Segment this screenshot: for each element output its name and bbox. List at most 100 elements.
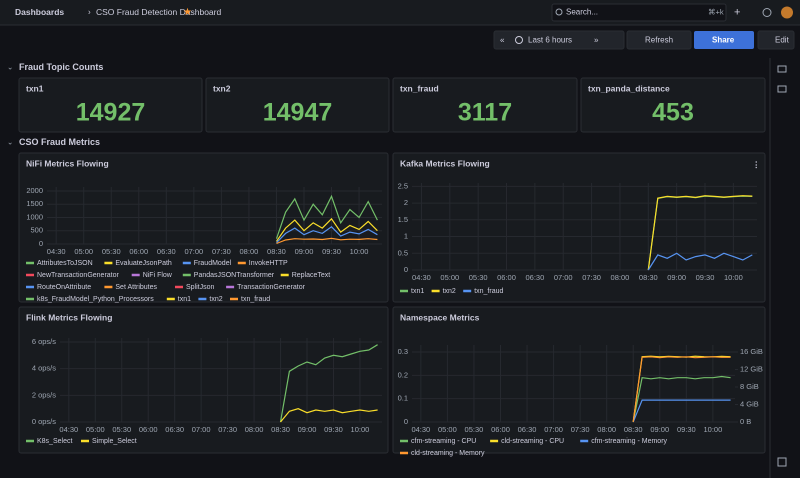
add-icon[interactable]: + [734, 6, 740, 18]
x-tick-label: 10:00 [351, 425, 370, 434]
series-line [647, 252, 753, 271]
y2-tick-label: 12 GiB [740, 364, 763, 373]
legend-label: txn2 [209, 296, 222, 303]
x-tick-label: 09:30 [324, 425, 343, 434]
stat-title: txn_panda_distance [588, 83, 670, 93]
series-line [280, 408, 378, 423]
stat-value: 14947 [263, 99, 333, 127]
legend-label: cfm-streaming - Memory [591, 438, 667, 445]
legend-label: cld-streaming - Memory [411, 450, 485, 457]
x-tick-label: 07:30 [218, 425, 237, 434]
series-line [647, 195, 753, 271]
sidebar-icon[interactable] [777, 65, 787, 73]
x-tick-label: 08:30 [639, 273, 658, 282]
y-tick-label: 0.1 [398, 394, 408, 403]
x-tick-label: 08:00 [597, 425, 616, 434]
search-box[interactable] [551, 3, 727, 22]
panel-title: Kafka Metrics Flowing [400, 158, 490, 168]
x-tick-label: 06:00 [129, 247, 148, 256]
refresh-button[interactable] [626, 30, 692, 50]
help-icon[interactable] [762, 8, 772, 17]
x-tick-label: 10:00 [724, 273, 743, 282]
y-tick-label: 0 [404, 265, 408, 274]
legend-label: cfm-streaming - CPU [411, 438, 476, 445]
stat-value: 3117 [458, 99, 512, 127]
x-tick-label: 05:30 [102, 247, 121, 256]
search-shortcut: ⌘+k [708, 7, 724, 16]
row-chevron[interactable]: ⌄ [7, 137, 13, 146]
sidebar-icon[interactable] [777, 457, 787, 467]
stat-title: txn1 [26, 83, 44, 93]
y-tick-label: 0.5 [398, 248, 408, 257]
legend-label: txn_fraud [474, 288, 503, 295]
share-button[interactable] [694, 31, 754, 49]
x-tick-label: 09:00 [295, 247, 314, 256]
x-tick-label: 07:00 [184, 247, 203, 256]
x-tick-label: 05:30 [112, 425, 131, 434]
time-range[interactable]: Last 6 hours [528, 36, 572, 45]
x-tick-label: 09:00 [667, 273, 686, 282]
row-title[interactable]: CSO Fraud Metrics [19, 137, 100, 147]
x-tick-label: 05:00 [86, 425, 105, 434]
x-tick-label: 08:30 [271, 425, 290, 434]
star-icon[interactable]: ★ [183, 7, 192, 18]
x-tick-label: 05:30 [469, 273, 488, 282]
clock-icon [515, 36, 523, 44]
sidebar-icon[interactable] [777, 85, 787, 93]
x-tick-label: 04:30 [47, 247, 66, 256]
time-picker[interactable] [493, 30, 625, 50]
panel-menu[interactable]: ⋮ [752, 159, 761, 169]
refresh-label: Refresh [645, 36, 673, 45]
legend-label: txn_fraud [241, 296, 270, 303]
y2-tick-label: 16 GiB [740, 347, 763, 356]
panel-title: Namespace Metrics [400, 312, 480, 322]
stat-panel [18, 77, 203, 133]
row-chevron[interactable]: ⌄ [7, 62, 13, 71]
y-tick-label: 2000 [26, 186, 43, 195]
x-tick-label: 08:00 [611, 273, 630, 282]
x-tick-label: 07:00 [544, 425, 563, 434]
legend-label: EvaluateJsonPath [115, 260, 172, 267]
y-tick-label: 1.5 [398, 215, 408, 224]
time-forward[interactable]: » [594, 36, 599, 45]
panel [18, 306, 389, 454]
edit-button[interactable] [757, 30, 795, 50]
series-line [276, 237, 378, 245]
legend-label: Simple_Select [92, 438, 137, 445]
stat-panel [205, 77, 390, 133]
x-tick-label: 05:00 [74, 247, 93, 256]
x-tick-label: 09:00 [650, 425, 669, 434]
legend-label: cld-streaming - CPU [501, 438, 564, 445]
x-tick-label: 05:00 [438, 425, 457, 434]
breadcrumb-sep: › [88, 8, 91, 17]
breadcrumb-root[interactable]: Dashboards [15, 7, 64, 17]
x-tick-label: 05:00 [440, 273, 459, 282]
y2-tick-label: 0 B [740, 417, 751, 426]
row-title[interactable]: Fraud Topic Counts [19, 62, 103, 72]
stat-title: txn2 [213, 83, 231, 93]
stat-value: 14927 [76, 99, 146, 127]
y-tick-label: 1 [404, 232, 408, 241]
legend-label: k8s_FraudModel_Python_Processors [37, 296, 154, 303]
avatar[interactable] [781, 6, 793, 19]
legend-label: FraudModel [194, 260, 232, 267]
legend-label: NewTransactionGenerator [37, 272, 120, 279]
y-tick-label: 2 ops/s [32, 390, 56, 399]
x-tick-label: 06:30 [518, 425, 537, 434]
y-tick-label: 0 [404, 417, 408, 426]
x-tick-label: 08:00 [240, 247, 259, 256]
legend-label: PandasJSONTransformer [194, 272, 275, 279]
legend-label: txn1 [178, 296, 191, 303]
y-tick-label: 2 [404, 198, 408, 207]
time-back[interactable]: « [500, 36, 505, 45]
series-line [279, 344, 378, 423]
x-tick-label: 07:30 [571, 425, 590, 434]
panel-title: Flink Metrics Flowing [26, 312, 112, 322]
y-tick-label: 1000 [26, 212, 43, 221]
legend-label: SplitJson [186, 284, 215, 291]
breadcrumb-current: CSO Fraud Detection Dashboard [96, 7, 221, 17]
edit-label: Edit [775, 36, 790, 45]
x-tick-label: 10:00 [703, 425, 722, 434]
x-tick-label: 07:00 [192, 425, 211, 434]
